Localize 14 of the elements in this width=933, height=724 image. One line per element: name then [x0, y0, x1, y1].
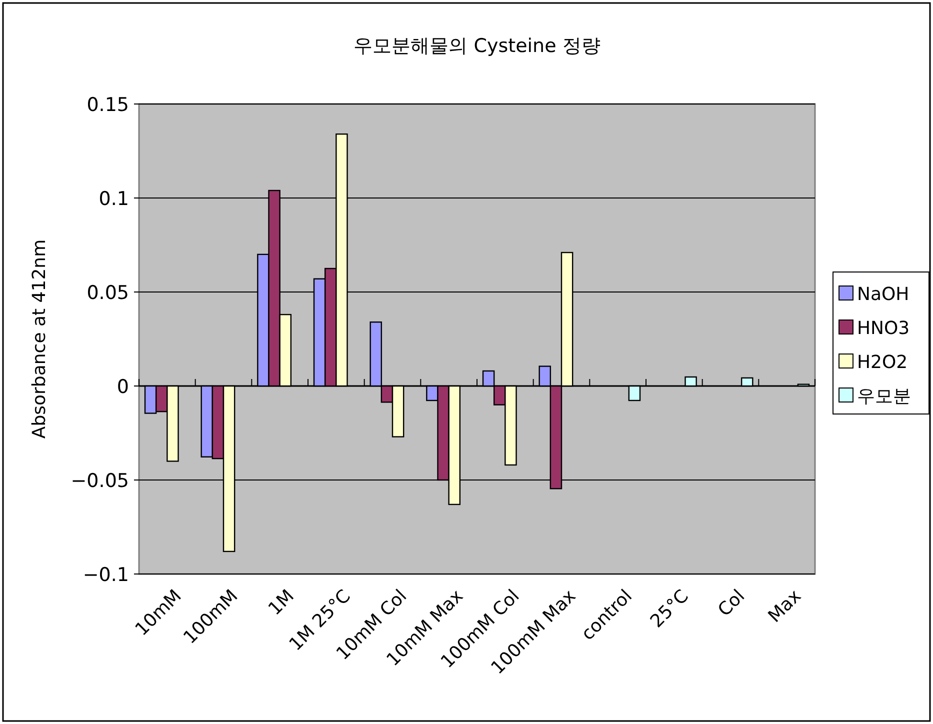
- x-tick-label: Col: [714, 586, 750, 621]
- y-tick-label: 0.05: [86, 282, 129, 304]
- chart-title: 우모분해물의 Cysteine 정량: [354, 35, 600, 57]
- legend-label: 우모분: [857, 386, 911, 407]
- x-tick-label: 1M: [264, 586, 298, 620]
- y-tick-label: 0.15: [86, 94, 129, 116]
- legend-label: NaOH: [857, 284, 910, 305]
- legend-label: HNO3: [857, 318, 910, 339]
- legend-label: H2O2: [857, 352, 908, 373]
- y-axis-title: Absorbance at 412nm: [29, 239, 50, 439]
- y-tick-label: 0: [116, 376, 129, 398]
- y-tick-label: −0.1: [82, 564, 129, 586]
- y-tick-label: −0.05: [70, 470, 129, 492]
- y-tick-label: 0.1: [98, 188, 129, 210]
